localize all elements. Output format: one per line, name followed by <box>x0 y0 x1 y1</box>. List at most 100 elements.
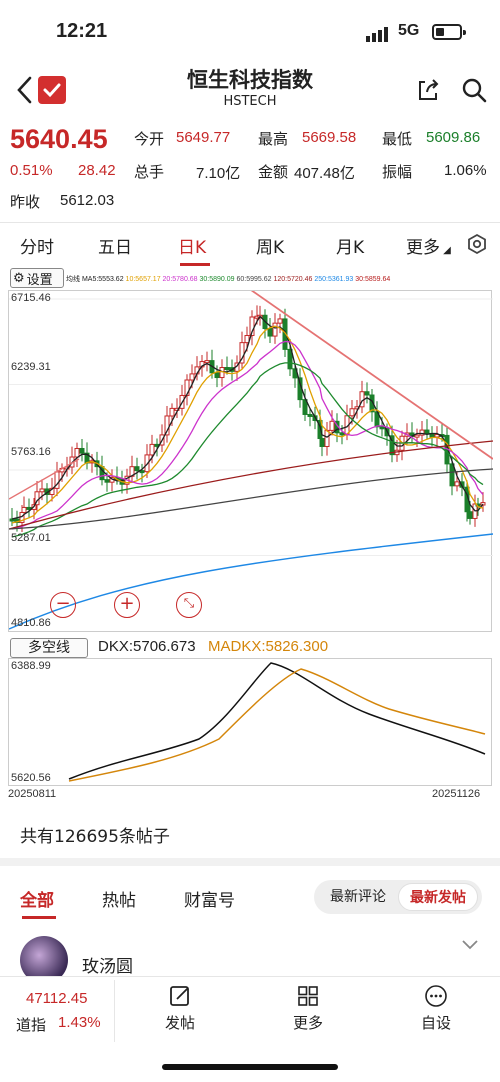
volume-label: 总手 <box>134 163 165 181</box>
custom-button[interactable]: 自设 <box>396 984 476 1033</box>
candle-body <box>244 335 250 344</box>
high-value: 5669.58 <box>302 129 357 146</box>
tab-intraday[interactable]: 分时 <box>20 238 54 258</box>
candle-body <box>272 322 278 337</box>
candle-body <box>467 511 473 519</box>
candle-body <box>424 429 430 434</box>
low-value: 5609.86 <box>426 129 481 146</box>
candle-body <box>21 506 27 513</box>
favorite-check-icon[interactable] <box>38 76 66 104</box>
tab-monthly-k[interactable]: 月K <box>336 238 365 258</box>
ma-legend-label: 均线 <box>66 276 82 283</box>
ma-legend-item-1: 10:5657.17 <box>125 276 163 283</box>
candle-body <box>414 434 420 438</box>
more-dots-icon <box>425 985 447 1007</box>
y-tick-2: 6239.31 <box>11 361 51 373</box>
section-divider <box>0 858 500 866</box>
prev-close-value: 5612.03 <box>60 192 115 209</box>
ma60-line <box>8 468 494 530</box>
candle-body <box>389 435 395 456</box>
candle-body <box>349 408 355 417</box>
candle-body <box>329 420 335 431</box>
tab-five-day[interactable]: 五日 <box>98 238 132 258</box>
chart-settings-hex-icon[interactable] <box>466 233 488 255</box>
amount-value: 407.48亿 <box>294 165 355 182</box>
search-icon[interactable] <box>460 76 488 104</box>
ma-legend: 均线 MA5:5553.62 10:5657.17 20:5780.68 30:… <box>66 274 390 284</box>
indicator-chart[interactable] <box>8 658 492 786</box>
tab-more[interactable]: 更多 ◢ <box>406 233 451 258</box>
index-ticker-name[interactable]: 道指 <box>16 1016 47 1034</box>
share-icon[interactable] <box>414 76 442 104</box>
page-title: 恒生科技指数 <box>187 68 313 92</box>
ma30-line <box>11 362 484 538</box>
y-tick-5: 4810.86 <box>11 617 51 629</box>
post-button[interactable]: 发帖 <box>140 984 220 1033</box>
candle-body <box>324 429 330 447</box>
ma-legend-item-7: 30:5859.64 <box>355 276 391 283</box>
candle-body <box>364 391 370 396</box>
home-indicator <box>162 1064 338 1070</box>
candle-body <box>204 360 210 364</box>
sort-toggle: 最新评论 最新发帖 <box>314 880 482 914</box>
madkx-value: MADKX:5826.300 <box>208 638 329 655</box>
candle-body <box>267 328 273 337</box>
page-subtitle: HSTECH <box>223 94 277 109</box>
candle-body <box>449 463 455 487</box>
index-ticker-change[interactable]: 1.43% <box>58 1014 101 1031</box>
kline-svg <box>8 282 494 642</box>
ma-legend-item-5: 120:5720.46 <box>273 276 315 283</box>
trend-line <box>240 282 494 460</box>
index-ticker-value[interactable]: 47112.45 <box>26 990 88 1007</box>
trend-line-left <box>8 458 80 500</box>
kline-chart[interactable] <box>8 282 494 642</box>
candle-body <box>302 399 308 415</box>
back-icon[interactable] <box>10 72 40 108</box>
grid-icon <box>298 986 318 1006</box>
amplitude-label: 振幅 <box>382 163 413 181</box>
fullscreen-button[interactable]: ⤡ <box>176 592 202 618</box>
edit-icon <box>170 986 189 1006</box>
more-button[interactable]: 更多 <box>268 984 348 1033</box>
ind-tick-top: 6388.99 <box>11 660 51 672</box>
sort-latest-comment[interactable]: 最新评论 <box>330 889 386 905</box>
chevron-down-icon[interactable] <box>460 938 480 952</box>
candle-body <box>189 373 195 381</box>
tab-weekly-k[interactable]: 周K <box>256 238 285 258</box>
current-price: 5640.45 <box>10 124 108 154</box>
feed-tab-all[interactable]: 全部 <box>20 891 54 911</box>
status-time: 12:21 <box>56 20 108 42</box>
toolbar-divider <box>114 980 115 1042</box>
feed-tab-hot[interactable]: 热帖 <box>102 891 136 911</box>
zoom-out-button[interactable]: − <box>50 592 76 618</box>
ind-tick-bottom: 5620.56 <box>11 772 51 784</box>
sort-latest-post[interactable]: 最新发帖 <box>398 883 478 911</box>
dkx-value: DKX:5706.673 <box>98 638 196 655</box>
chart-settings-button[interactable]: ⚙ 设置 <box>10 268 64 288</box>
network-label: 5G <box>398 22 420 39</box>
tab-daily-k[interactable]: 日K <box>178 238 207 258</box>
post-username[interactable]: 玫汤圆 <box>82 957 133 977</box>
dropdown-arrow-icon: ◢ <box>440 245 451 256</box>
feed-tab-fortune[interactable]: 财富号 <box>184 891 235 911</box>
dkx-line <box>68 662 486 780</box>
ma-legend-item-0: MA5:5553.62 <box>81 276 126 283</box>
status-bar: 12:21 5G <box>0 0 500 62</box>
candle-body <box>224 367 230 371</box>
y-tick-3: 5763.16 <box>11 446 51 458</box>
ma-legend-item-4: 60:5995.62 <box>236 276 274 283</box>
amount-label: 金额 <box>258 163 289 181</box>
more-button-label: 更多 <box>292 1014 323 1032</box>
candle-body <box>169 407 175 417</box>
indicator-select-button[interactable]: 多空线 <box>10 638 88 658</box>
candle-body <box>319 438 325 447</box>
prev-close-label: 昨收 <box>10 193 41 211</box>
zoom-in-button[interactable]: + <box>114 592 140 618</box>
ma250-line <box>8 533 494 630</box>
candle-body <box>454 481 460 487</box>
amplitude-value: 1.06% <box>444 162 487 179</box>
y-tick-1: 6715.46 <box>11 292 51 304</box>
ma10-line <box>11 325 484 524</box>
madkx-line <box>68 668 486 782</box>
candle-body <box>104 479 110 483</box>
